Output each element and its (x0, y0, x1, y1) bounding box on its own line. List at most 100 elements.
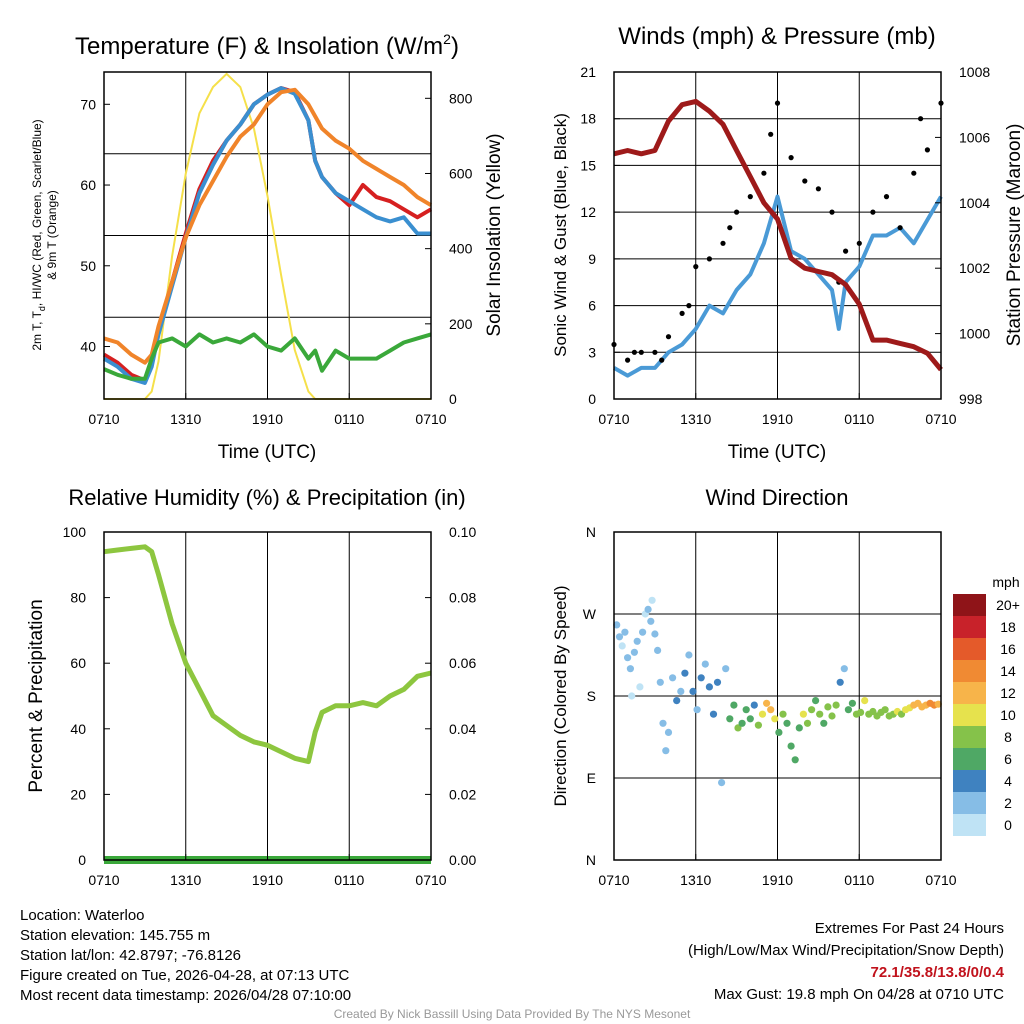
gust-point (679, 310, 685, 316)
direction-point (934, 700, 942, 708)
recent-timestamp: Most recent data timestamp: 2026/04/28 0… (20, 987, 352, 1004)
temperature-chart-title: Temperature (F) & Insolation (W/m2) (75, 31, 459, 60)
direction-point (722, 665, 730, 673)
direction-point (771, 715, 779, 723)
direction-point (857, 708, 865, 717)
humidity-x-tick-label: 1310 (170, 872, 201, 888)
colorbar-swatch (953, 814, 986, 836)
direction-y-tick-label: S (587, 688, 596, 704)
gust-point (631, 349, 638, 355)
direction-point (881, 706, 889, 714)
direction-point (861, 697, 869, 705)
direction-point (734, 724, 742, 732)
temperature-y-axis-label: 2m T, Td, HI/WC (Red, Green, Scarlet/Blu… (30, 119, 47, 350)
gust-point (897, 225, 903, 231)
direction-point (654, 646, 662, 655)
winds-x-tick-label: 0110 (844, 411, 874, 427)
gust-point (870, 209, 876, 215)
humidity-y-tick-label: 100 (63, 524, 87, 540)
gust-point (911, 170, 917, 176)
direction-point (750, 701, 758, 709)
direction-point (767, 706, 775, 714)
station-info: Location: Waterloo Station elevation: 14… (20, 906, 351, 1006)
direction-point (824, 703, 832, 711)
colorbar-label: 4 (1004, 773, 1012, 789)
gust-point (761, 170, 767, 176)
direction-point (693, 706, 701, 714)
winds-chart-title: Winds (mph) & Pressure (mb) (618, 23, 935, 50)
colorbar-swatch (953, 660, 986, 682)
precip-y2-tick-label: 0.06 (449, 655, 476, 671)
direction-point (795, 724, 803, 732)
insolation-y2-tick-label: 400 (449, 241, 473, 257)
direction-point (664, 728, 673, 737)
precip-y2-tick-label: 0.00 (449, 852, 476, 868)
colorbar-label: 8 (1004, 729, 1012, 745)
colorbar-swatch (953, 682, 986, 704)
direction-point (701, 660, 709, 668)
humidity-x-tick-label: 0710 (88, 872, 119, 888)
colorbar-swatch (953, 748, 986, 770)
gust-point (625, 357, 631, 363)
title-tail: ) (451, 33, 459, 60)
temperature-x-tick-label: 1310 (170, 411, 201, 427)
precip-y2-tick-label: 0.08 (449, 590, 476, 606)
gust-point (747, 194, 753, 200)
direction-y-tick-label: E (587, 770, 596, 786)
gust-point (659, 357, 665, 363)
direction-point (705, 683, 714, 691)
direction-x-tick-label: 0710 (925, 872, 956, 888)
direction-point (848, 699, 857, 707)
figure-created: Figure created on Tue, 2026-04-28, at 07… (20, 967, 350, 984)
y-label-subscript: d (37, 306, 47, 311)
insolation-line (104, 72, 431, 400)
direction-point (836, 678, 844, 686)
direction-point (713, 678, 722, 686)
direction-point (730, 701, 738, 709)
temperature-series-line (103, 332, 432, 381)
direction-point (742, 706, 750, 714)
humidity-x-tick-label: 0110 (334, 872, 364, 888)
sonic-wind-line (613, 194, 943, 378)
temperature-y-tick-label: 60 (80, 177, 96, 193)
gust-point (686, 303, 692, 309)
direction-x-tick-label: 0110 (844, 872, 874, 888)
direction-x-tick-label: 0710 (598, 872, 629, 888)
precip-y2-tick-label: 0.04 (449, 721, 476, 737)
colorbar-swatch (953, 770, 986, 792)
credit-line: Created By Nick Bassill Using Data Provi… (333, 1007, 691, 1021)
insolation-y2-tick-label: 0 (449, 391, 457, 407)
temperature-x-tick-label: 0110 (334, 411, 364, 427)
gust-point (665, 334, 672, 340)
colorbar-label: 12 (1000, 685, 1016, 701)
direction-point (754, 721, 763, 729)
y-label-tail: , HI/WC (Red, Green, Scarlet/Blue) (30, 119, 44, 306)
gust-point (815, 186, 822, 192)
winds-y-tick-label: 6 (588, 298, 596, 314)
gust-point (638, 349, 644, 355)
direction-point (618, 642, 626, 650)
direction-point (820, 719, 828, 727)
humidity-y-tick-label: 40 (70, 721, 86, 737)
direction-point (685, 651, 693, 659)
colorbar-label: 20+ (996, 597, 1020, 613)
direction-chart-title: Wind Direction (705, 485, 848, 510)
direction-point (659, 719, 667, 727)
direction-point (840, 665, 848, 673)
direction-point (656, 678, 664, 686)
colorbar-swatch (953, 594, 986, 616)
humidity-y-tick-label: 80 (70, 590, 86, 606)
direction-point (775, 728, 783, 737)
direction-point (828, 712, 836, 720)
direction-x-tick-label: 1910 (762, 872, 793, 888)
gust-point (856, 240, 862, 246)
colorbar-swatch (953, 704, 986, 726)
winds-y-tick-label: 9 (588, 251, 596, 267)
direction-point (808, 706, 816, 714)
winds-x-tick-label: 0710 (598, 411, 629, 427)
gust-point (720, 240, 726, 246)
precip-y2-tick-label: 0.10 (449, 524, 476, 540)
gust-point (829, 209, 835, 215)
colorbar-swatch (953, 638, 986, 660)
direction-x-tick-label: 1310 (680, 872, 711, 888)
